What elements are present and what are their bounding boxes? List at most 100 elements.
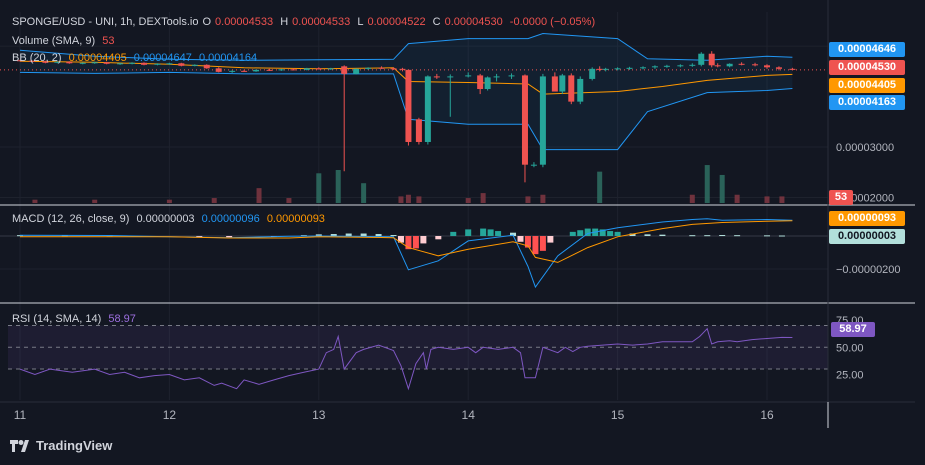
candle-body xyxy=(508,75,515,77)
macd-legend-macd: 0.00000096 xyxy=(201,213,260,225)
bb-legend-basis: 0.00004405 xyxy=(68,52,127,64)
volume-bar xyxy=(405,194,411,203)
candle-body xyxy=(775,67,782,69)
candle-body xyxy=(315,68,322,70)
volume-legend-label: Volume (SMA, 9) xyxy=(12,35,96,47)
candle-body xyxy=(596,68,603,70)
volume-bars xyxy=(32,165,785,203)
candle-body xyxy=(415,119,422,142)
macd-histogram-bar xyxy=(644,234,651,236)
candle-body xyxy=(399,68,406,70)
low-value: 0.00004522 xyxy=(367,16,426,28)
volume-bar xyxy=(256,188,262,203)
macd-legend[interactable]: MACD (12, 26, close, 9) 0.00000003 0.000… xyxy=(12,213,329,225)
candle-body xyxy=(365,67,372,69)
candle-body xyxy=(639,67,646,69)
volume-bar xyxy=(597,171,603,203)
candle-body xyxy=(166,63,173,65)
branding-text: TradingView xyxy=(36,438,113,453)
candlestick-series[interactable] xyxy=(17,51,796,183)
candle-body xyxy=(203,64,210,69)
volume-bar xyxy=(525,196,531,203)
macd-tick-label: −0.00000200 xyxy=(836,264,901,276)
macd-histogram-bar xyxy=(495,231,502,236)
macd-histogram-bar xyxy=(360,233,367,236)
macd-histogram-bar xyxy=(607,231,614,236)
candle-body xyxy=(614,68,621,70)
rsi-pane xyxy=(8,324,828,391)
candle-body xyxy=(424,76,431,142)
macd-histogram-bar xyxy=(390,235,397,237)
macd-histogram-bar xyxy=(704,235,711,237)
time-axis-labels[interactable]: 11 12 13 14 15 16 xyxy=(14,408,774,422)
macd-histogram-bar xyxy=(517,236,524,242)
macd-histogram-bar xyxy=(397,236,404,243)
candle-body xyxy=(390,68,397,70)
candle-body xyxy=(405,69,412,142)
tradingview-icon xyxy=(10,439,29,452)
macd-histogram-bar xyxy=(226,236,233,238)
volume-bar xyxy=(361,183,367,203)
macd-histogram-bar xyxy=(487,229,494,236)
macd-histogram-bar xyxy=(450,231,457,236)
tradingview-logo[interactable]: TradingView xyxy=(10,438,112,453)
rsi-tick-label: 25.00 xyxy=(836,370,864,382)
macd-histogram-bar xyxy=(405,236,412,250)
candle-body xyxy=(626,67,633,69)
volume-legend[interactable]: Volume (SMA, 9) 53 xyxy=(12,35,118,47)
candle-body xyxy=(689,64,696,66)
bb-upper-line xyxy=(19,32,793,61)
candle-body xyxy=(17,60,23,62)
candle-body xyxy=(229,70,236,72)
volume-bar xyxy=(465,198,471,203)
volume-legend-value: 53 xyxy=(102,35,115,47)
time-tick-label: 12 xyxy=(163,408,177,422)
volume-bar xyxy=(734,194,740,203)
rsi-legend-value: 58.97 xyxy=(108,313,136,325)
open-label: O xyxy=(202,16,212,28)
volume-bar xyxy=(335,170,341,203)
bb-legend-label: BB (20, 2) xyxy=(12,52,62,64)
volume-bar xyxy=(704,165,710,203)
change-value: -0.0000 (−0.05%) xyxy=(509,16,596,28)
bb-lower-line xyxy=(19,71,793,151)
candle-body xyxy=(66,61,73,64)
macd-histogram-bar xyxy=(196,236,203,237)
symbol-title[interactable]: SPONGE/USD - UNI, 1h, DEXTools.io xyxy=(12,16,199,28)
macd-histogram-bar xyxy=(510,232,517,236)
candle-body xyxy=(54,61,61,63)
rsi-legend[interactable]: RSI (14, SMA, 14) 58.97 xyxy=(12,313,140,325)
macd-histogram-bar xyxy=(532,236,539,255)
candle-body xyxy=(129,62,136,64)
bb-legend[interactable]: BB (20, 2) 0.00004405 0.00004647 0.00004… xyxy=(12,52,261,64)
main-legend: SPONGE/USD - UNI, 1h, DEXTools.io O 0.0000… xyxy=(12,16,599,28)
candle-body xyxy=(79,62,86,64)
volume-bar xyxy=(416,196,422,203)
candle-body xyxy=(154,63,161,65)
close-value: 0.00004530 xyxy=(444,16,503,28)
candle-body xyxy=(663,65,670,67)
macd-histogram-bar xyxy=(345,233,352,236)
macd-hist-price-tag: 0.00000003 xyxy=(829,229,905,244)
macd-histogram-bar xyxy=(734,235,741,237)
candle-body xyxy=(278,69,285,71)
candle-body xyxy=(521,75,528,165)
macd-histogram-bar xyxy=(569,231,576,236)
candle-body xyxy=(602,68,609,70)
macd-histogram-bar xyxy=(330,234,337,236)
volume-bar xyxy=(32,199,38,203)
volume-bar xyxy=(689,194,695,203)
candle-body xyxy=(477,75,484,90)
pane-dividers[interactable] xyxy=(0,0,915,428)
candle-body xyxy=(103,62,110,64)
bb-upper-price-tag: 0.00004646 xyxy=(829,42,905,57)
candle-body xyxy=(589,68,596,79)
volume-bar xyxy=(480,193,486,203)
candle-body xyxy=(215,68,222,72)
macd-histogram-bar xyxy=(577,230,584,236)
open-value: 0.00004533 xyxy=(215,16,274,28)
candle-body xyxy=(651,66,658,68)
price-tick-label: 0.00003000 xyxy=(836,142,894,154)
time-tick-label: 14 xyxy=(462,408,476,422)
